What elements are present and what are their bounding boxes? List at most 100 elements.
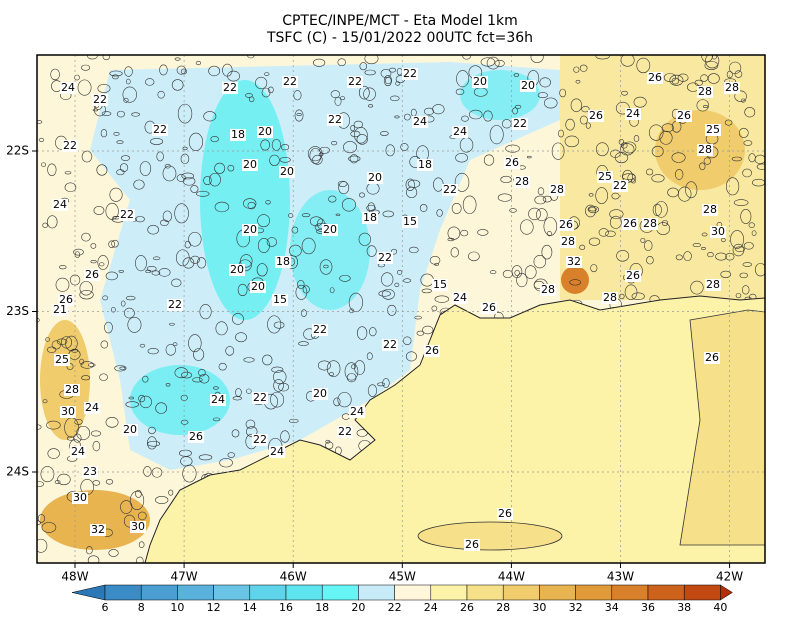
contour-label-bg <box>269 446 285 458</box>
contour-line <box>733 199 749 206</box>
contour-line <box>631 292 645 301</box>
contour-line <box>47 215 58 229</box>
lat-label: 23S <box>6 304 29 318</box>
contour-label-bg <box>58 294 74 306</box>
contour-line <box>57 473 71 486</box>
contour-line <box>120 500 133 514</box>
contour-line <box>309 216 323 227</box>
contour-label: 15 <box>433 278 447 291</box>
contour-line <box>96 164 108 176</box>
contour-line <box>37 481 44 487</box>
contour-line <box>659 130 673 145</box>
contour-line <box>279 156 291 163</box>
contour-line <box>152 256 161 261</box>
contour-line <box>588 237 601 246</box>
lon-label: 48W <box>61 570 88 584</box>
contour-label-bg <box>472 76 488 88</box>
contour-line <box>88 363 96 367</box>
contour-line <box>367 384 378 397</box>
contour-line <box>461 115 469 122</box>
contour-label: 21 <box>53 303 67 316</box>
contour-label-bg <box>442 184 458 196</box>
contour-label-bg <box>377 252 393 264</box>
contour-label-bg <box>588 110 604 122</box>
contour-line <box>382 210 395 218</box>
contour-line <box>711 55 717 60</box>
contour-line <box>146 266 157 272</box>
contour-label-bg <box>697 86 713 98</box>
contour-line <box>661 220 669 226</box>
contour-line <box>243 357 255 363</box>
contour-label-bg <box>402 216 418 228</box>
contour-label: 30 <box>61 405 75 418</box>
contour-line <box>180 153 190 165</box>
offshore-warm <box>417 521 563 551</box>
contour-line <box>756 163 765 170</box>
contour-label: 32 <box>91 523 105 536</box>
contour-label: 30 <box>711 225 725 238</box>
contour-line <box>611 192 620 200</box>
contour-line <box>109 187 123 202</box>
contour-line <box>622 141 637 154</box>
contour-line <box>462 55 471 60</box>
contour-line <box>337 392 352 408</box>
contour-line <box>165 344 176 356</box>
contour-label: 22 <box>283 75 297 88</box>
contour-line <box>359 62 368 71</box>
contour-line <box>90 430 102 437</box>
contour-line <box>135 255 147 272</box>
lon-label: 43W <box>607 570 634 584</box>
contour-line <box>715 252 727 261</box>
contour-line <box>633 135 640 142</box>
contour-line <box>112 74 119 80</box>
contour-line <box>524 265 537 279</box>
contour-line <box>740 98 746 103</box>
contour-line <box>741 285 750 295</box>
contour-line <box>624 284 638 300</box>
contour-line <box>150 138 164 145</box>
contour-line <box>595 55 610 60</box>
contour-label: 24 <box>413 115 427 128</box>
contour-line <box>494 59 505 67</box>
subtitle: TSFC (C) - 15/01/2022 00UTC fct=36h <box>266 30 533 46</box>
contour-line <box>270 391 285 408</box>
contour-label: 22 <box>403 67 417 80</box>
colorbar-label: 22 <box>388 601 402 614</box>
contour-line <box>400 143 409 151</box>
contour-label: 22 <box>93 93 107 106</box>
contour-line <box>726 177 740 196</box>
contour-line <box>123 307 135 319</box>
contour-line <box>156 151 164 162</box>
contour-label-bg <box>560 236 576 248</box>
contour-label: 22 <box>168 298 182 311</box>
contour-line <box>407 179 421 188</box>
colorbar-label: 30 <box>532 601 546 614</box>
contour-line <box>356 134 368 145</box>
contour-line <box>169 322 175 326</box>
colorbar-segment <box>104 584 142 601</box>
contour-line <box>181 371 193 379</box>
contour-line <box>188 132 204 151</box>
contour-line <box>155 496 169 505</box>
contour-line <box>105 479 114 485</box>
contour-line <box>227 452 235 458</box>
contour-line <box>312 154 323 165</box>
contour-label-bg <box>549 184 565 196</box>
contour-line <box>145 269 152 274</box>
contour-line <box>368 104 374 108</box>
contour-line <box>390 248 398 255</box>
contour-label-bg <box>464 539 480 551</box>
contour-label: 25 <box>55 353 69 366</box>
contour-label: 20 <box>243 223 257 236</box>
contour-label: 24 <box>61 81 75 94</box>
contour-line <box>198 454 213 461</box>
contour-label-bg <box>602 292 618 304</box>
contour-line <box>214 162 226 174</box>
colorbar-label: 12 <box>207 601 221 614</box>
contour-line <box>123 97 129 103</box>
contour-line <box>740 208 752 224</box>
contour-label-bg <box>724 82 740 94</box>
contour-line <box>349 154 359 164</box>
contour-label-bg <box>322 224 338 236</box>
colorbar-label: 14 <box>243 601 257 614</box>
